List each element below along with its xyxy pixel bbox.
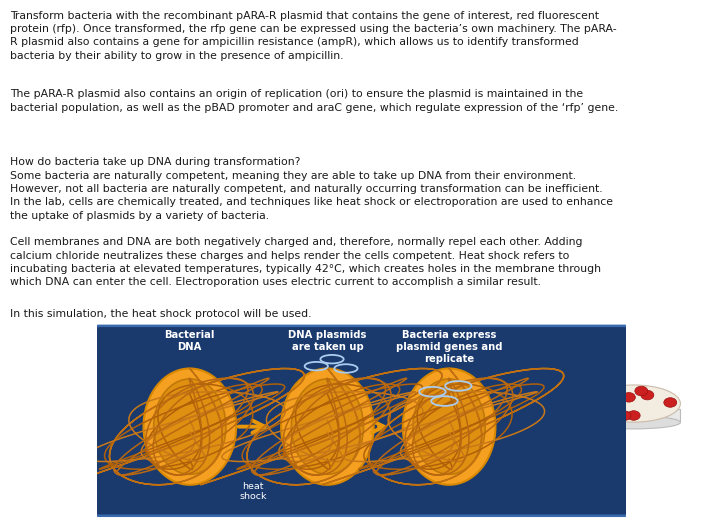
Text: Transformed bacteria
are antibiotic resistant: Transformed bacteria are antibiotic resi…: [580, 438, 688, 458]
Text: Bacteria express
plasmid genes and
replicate: Bacteria express plasmid genes and repli…: [396, 330, 503, 364]
Circle shape: [609, 399, 622, 408]
Ellipse shape: [587, 385, 680, 422]
Text: The pARA-R plasmid also contains an origin of replication (ori) to ensure the pl: The pARA-R plasmid also contains an orig…: [10, 89, 618, 113]
Circle shape: [618, 411, 631, 421]
Ellipse shape: [402, 369, 495, 485]
Circle shape: [664, 398, 677, 407]
Circle shape: [606, 397, 619, 407]
Circle shape: [605, 400, 618, 410]
Polygon shape: [587, 409, 680, 423]
Circle shape: [641, 390, 654, 400]
Ellipse shape: [143, 369, 236, 485]
Circle shape: [627, 410, 640, 420]
Circle shape: [622, 392, 635, 402]
FancyBboxPatch shape: [94, 326, 629, 516]
Ellipse shape: [413, 379, 485, 474]
Text: How do bacteria take up DNA during transformation?
Some bacteria are naturally c: How do bacteria take up DNA during trans…: [10, 157, 613, 220]
Circle shape: [635, 386, 648, 396]
Text: Transform bacteria with the recombinant pARA-R plasmid that contains the gene of: Transform bacteria with the recombinant …: [10, 11, 617, 61]
Circle shape: [611, 387, 624, 397]
Text: DNA plasmids
are taken up: DNA plasmids are taken up: [288, 330, 366, 352]
Circle shape: [595, 391, 608, 400]
Ellipse shape: [281, 369, 374, 485]
Ellipse shape: [292, 379, 364, 474]
Ellipse shape: [153, 379, 226, 474]
Text: In this simulation, the heat shock protocol will be used.: In this simulation, the heat shock proto…: [10, 309, 312, 319]
Text: Cell membranes and DNA are both negatively charged and, therefore, normally repe: Cell membranes and DNA are both negative…: [10, 237, 601, 287]
Text: Bacterial
DNA: Bacterial DNA: [165, 330, 215, 352]
Ellipse shape: [587, 416, 680, 429]
Text: heat
shock: heat shock: [240, 482, 267, 501]
